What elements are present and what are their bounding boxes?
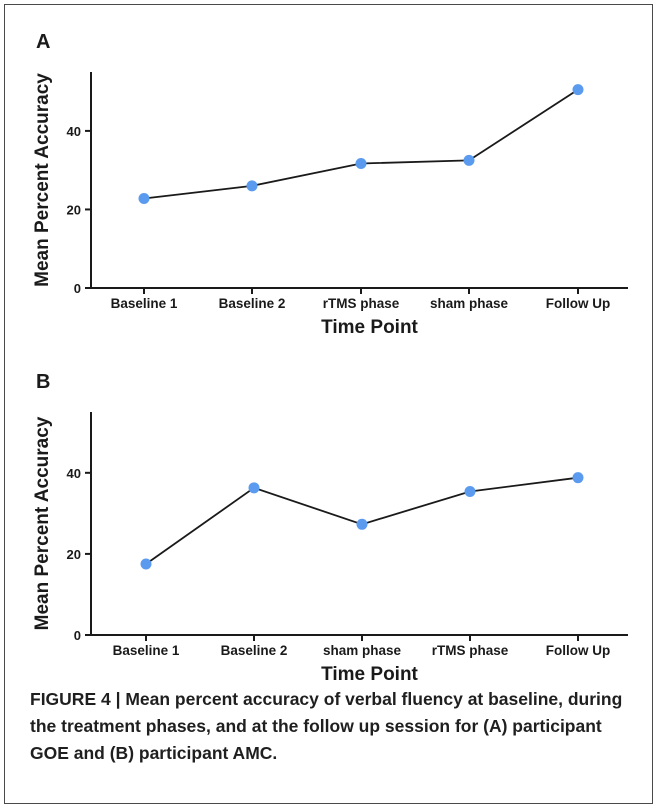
data-point	[246, 180, 258, 192]
series-line	[143, 88, 579, 200]
data-point	[572, 472, 584, 484]
x-tick-label: Follow Up	[546, 643, 611, 658]
data-point	[355, 158, 367, 170]
y-tick-label: 40	[67, 124, 81, 139]
y-axis-title: Mean Percent Accuracy	[32, 416, 53, 630]
x-tick-label: sham phase	[430, 296, 509, 311]
x-axis-title: Time Point	[321, 664, 418, 680]
figure-caption: FIGURE 4 | Mean percent accuracy of verb…	[30, 689, 623, 763]
panel-label: B	[36, 371, 50, 393]
data-point	[463, 154, 475, 166]
panel-label: A	[36, 31, 50, 53]
data-point	[248, 482, 260, 494]
x-axis-title: Time Point	[321, 317, 418, 338]
figure-frame	[4, 4, 653, 804]
x-tick-label: Baseline 2	[221, 643, 288, 658]
data-point	[140, 558, 152, 570]
x-tick-label: rTMS phase	[432, 643, 509, 658]
x-tick-label: Follow Up	[546, 296, 611, 311]
x-tick-label: sham phase	[323, 643, 402, 658]
x-tick-label: Baseline 1	[111, 296, 178, 311]
y-tick-label: 20	[67, 547, 81, 562]
data-point	[138, 192, 150, 204]
y-tick-label: 0	[74, 628, 81, 643]
charts-canvas: A 0 20 40 Baseline 1 Baseline 2 rTMS phase sham…	[32, 31, 628, 680]
y-tick-label: 20	[67, 202, 81, 217]
y-axis-title: Mean Percent Accuracy	[32, 73, 53, 287]
x-tick-label: Baseline 2	[219, 296, 286, 311]
x-tick-label: Baseline 1	[113, 643, 180, 658]
data-point	[464, 485, 476, 497]
data-point	[356, 518, 368, 530]
x-tick-label: rTMS phase	[323, 296, 400, 311]
y-tick-label: 0	[74, 281, 81, 296]
y-tick-label: 40	[67, 466, 81, 481]
data-point	[572, 84, 584, 96]
